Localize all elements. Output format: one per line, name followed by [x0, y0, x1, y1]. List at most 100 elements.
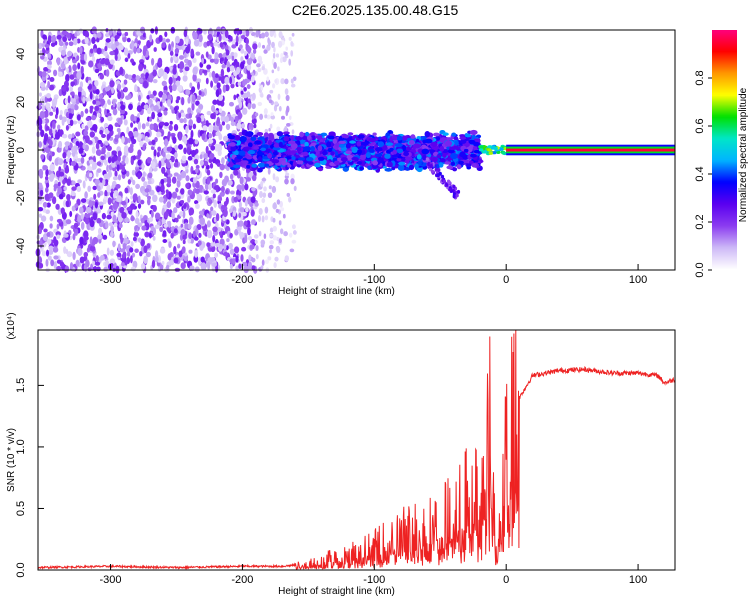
noise-cell: [158, 196, 164, 203]
noise-cell: [158, 68, 165, 77]
noise-cell: [48, 139, 53, 147]
noise-cell: [272, 173, 276, 181]
noise-cell: [48, 231, 54, 238]
noise-cell: [119, 206, 125, 214]
signal-cell: [356, 161, 362, 165]
noise-cell: [39, 81, 46, 88]
noise-cell: [206, 110, 212, 116]
colorbar: 0.00.20.40.60.8 Normalized spectral ampl…: [694, 30, 749, 278]
noise-cell: [62, 151, 67, 159]
noise-cell: [209, 152, 215, 160]
noise-cell: [71, 108, 74, 115]
noise-cell: [136, 47, 141, 54]
noise-cell: [112, 108, 118, 116]
noise-cell: [110, 231, 114, 238]
noise-cell: [220, 68, 225, 77]
noise-cell: [171, 191, 178, 199]
noise-cell: [104, 159, 108, 166]
noise-cell: [187, 107, 192, 115]
noise-cell: [214, 52, 219, 61]
noise-cell: [263, 186, 267, 192]
noise-cell: [95, 100, 101, 106]
noise-cell: [277, 40, 283, 48]
signal-cell: [459, 151, 466, 158]
noise-cell: [80, 65, 84, 75]
noise-cell: [126, 251, 131, 257]
noise-cell: [87, 185, 92, 192]
noise-cell: [180, 262, 186, 270]
noise-cell: [85, 116, 91, 122]
noise-cell: [122, 33, 125, 38]
noise-cell: [227, 179, 233, 186]
noise-cell: [43, 66, 49, 72]
noise-cell: [39, 240, 43, 249]
noise-cell: [99, 254, 105, 261]
noise-cell: [56, 234, 61, 239]
noise-cell: [198, 90, 202, 96]
signal-cell: [496, 150, 501, 154]
noise-cell: [44, 118, 50, 124]
noise-cell: [224, 115, 230, 123]
noise-cell: [147, 180, 152, 185]
noise-cell: [112, 202, 119, 210]
noise-cell: [261, 198, 266, 204]
noise-cell: [210, 189, 217, 194]
signal-cell: [294, 136, 303, 141]
noise-cell: [65, 200, 70, 208]
signal-cell: [289, 150, 298, 154]
signal-cell: [360, 141, 369, 146]
noise-cell: [257, 29, 261, 36]
noise-cell: [104, 189, 108, 198]
signal-cell: [357, 149, 363, 155]
noise-cell: [205, 51, 209, 58]
noise-cell: [280, 78, 285, 85]
noise-cell: [72, 251, 76, 261]
noise-cell: [142, 80, 149, 89]
noise-cell: [161, 93, 168, 101]
noise-cell: [60, 49, 67, 56]
noise-cell: [70, 160, 77, 166]
noise-cell: [115, 184, 121, 189]
noise-cell: [98, 201, 104, 206]
noise-cell: [71, 133, 75, 138]
signal-cell: [301, 135, 307, 141]
signal-cell: [256, 132, 264, 136]
signal-cell: [405, 155, 413, 161]
noise-cell: [61, 117, 65, 126]
noise-cell: [289, 248, 295, 253]
noise-cell: [200, 262, 207, 271]
noise-cell: [244, 199, 248, 207]
noise-cell: [195, 51, 201, 56]
signal-cell: [384, 167, 393, 172]
noise-cell: [241, 183, 245, 192]
noise-cell: [44, 176, 49, 181]
noise-cell: [80, 221, 85, 230]
noise-cell: [169, 120, 173, 125]
noise-cell: [144, 135, 149, 143]
noise-cell: [238, 100, 243, 109]
signal-cell: [317, 156, 325, 161]
signal-cell: [283, 136, 290, 142]
noise-cell: [196, 193, 203, 202]
noise-cell: [86, 206, 92, 214]
noise-cell: [195, 168, 199, 174]
noise-cell: [250, 209, 255, 217]
noise-cell: [129, 187, 133, 196]
noise-cell: [286, 123, 291, 127]
noise-cell: [50, 35, 57, 43]
noise-cell: [203, 153, 209, 160]
noise-cell: [51, 120, 56, 130]
signal-cell: [300, 165, 306, 169]
signal-cell: [253, 146, 260, 150]
noise-cell: [136, 105, 142, 113]
noise-cell: [175, 187, 179, 193]
noise-cell: [41, 70, 47, 78]
signal-cell: [444, 161, 451, 165]
noise-cell: [134, 217, 140, 224]
noise-cell: [163, 172, 168, 177]
noise-cell: [40, 215, 47, 222]
noise-cell: [104, 86, 110, 92]
noise-cell: [154, 255, 159, 263]
noise-cell: [218, 243, 223, 250]
noise-cell: [225, 189, 229, 195]
